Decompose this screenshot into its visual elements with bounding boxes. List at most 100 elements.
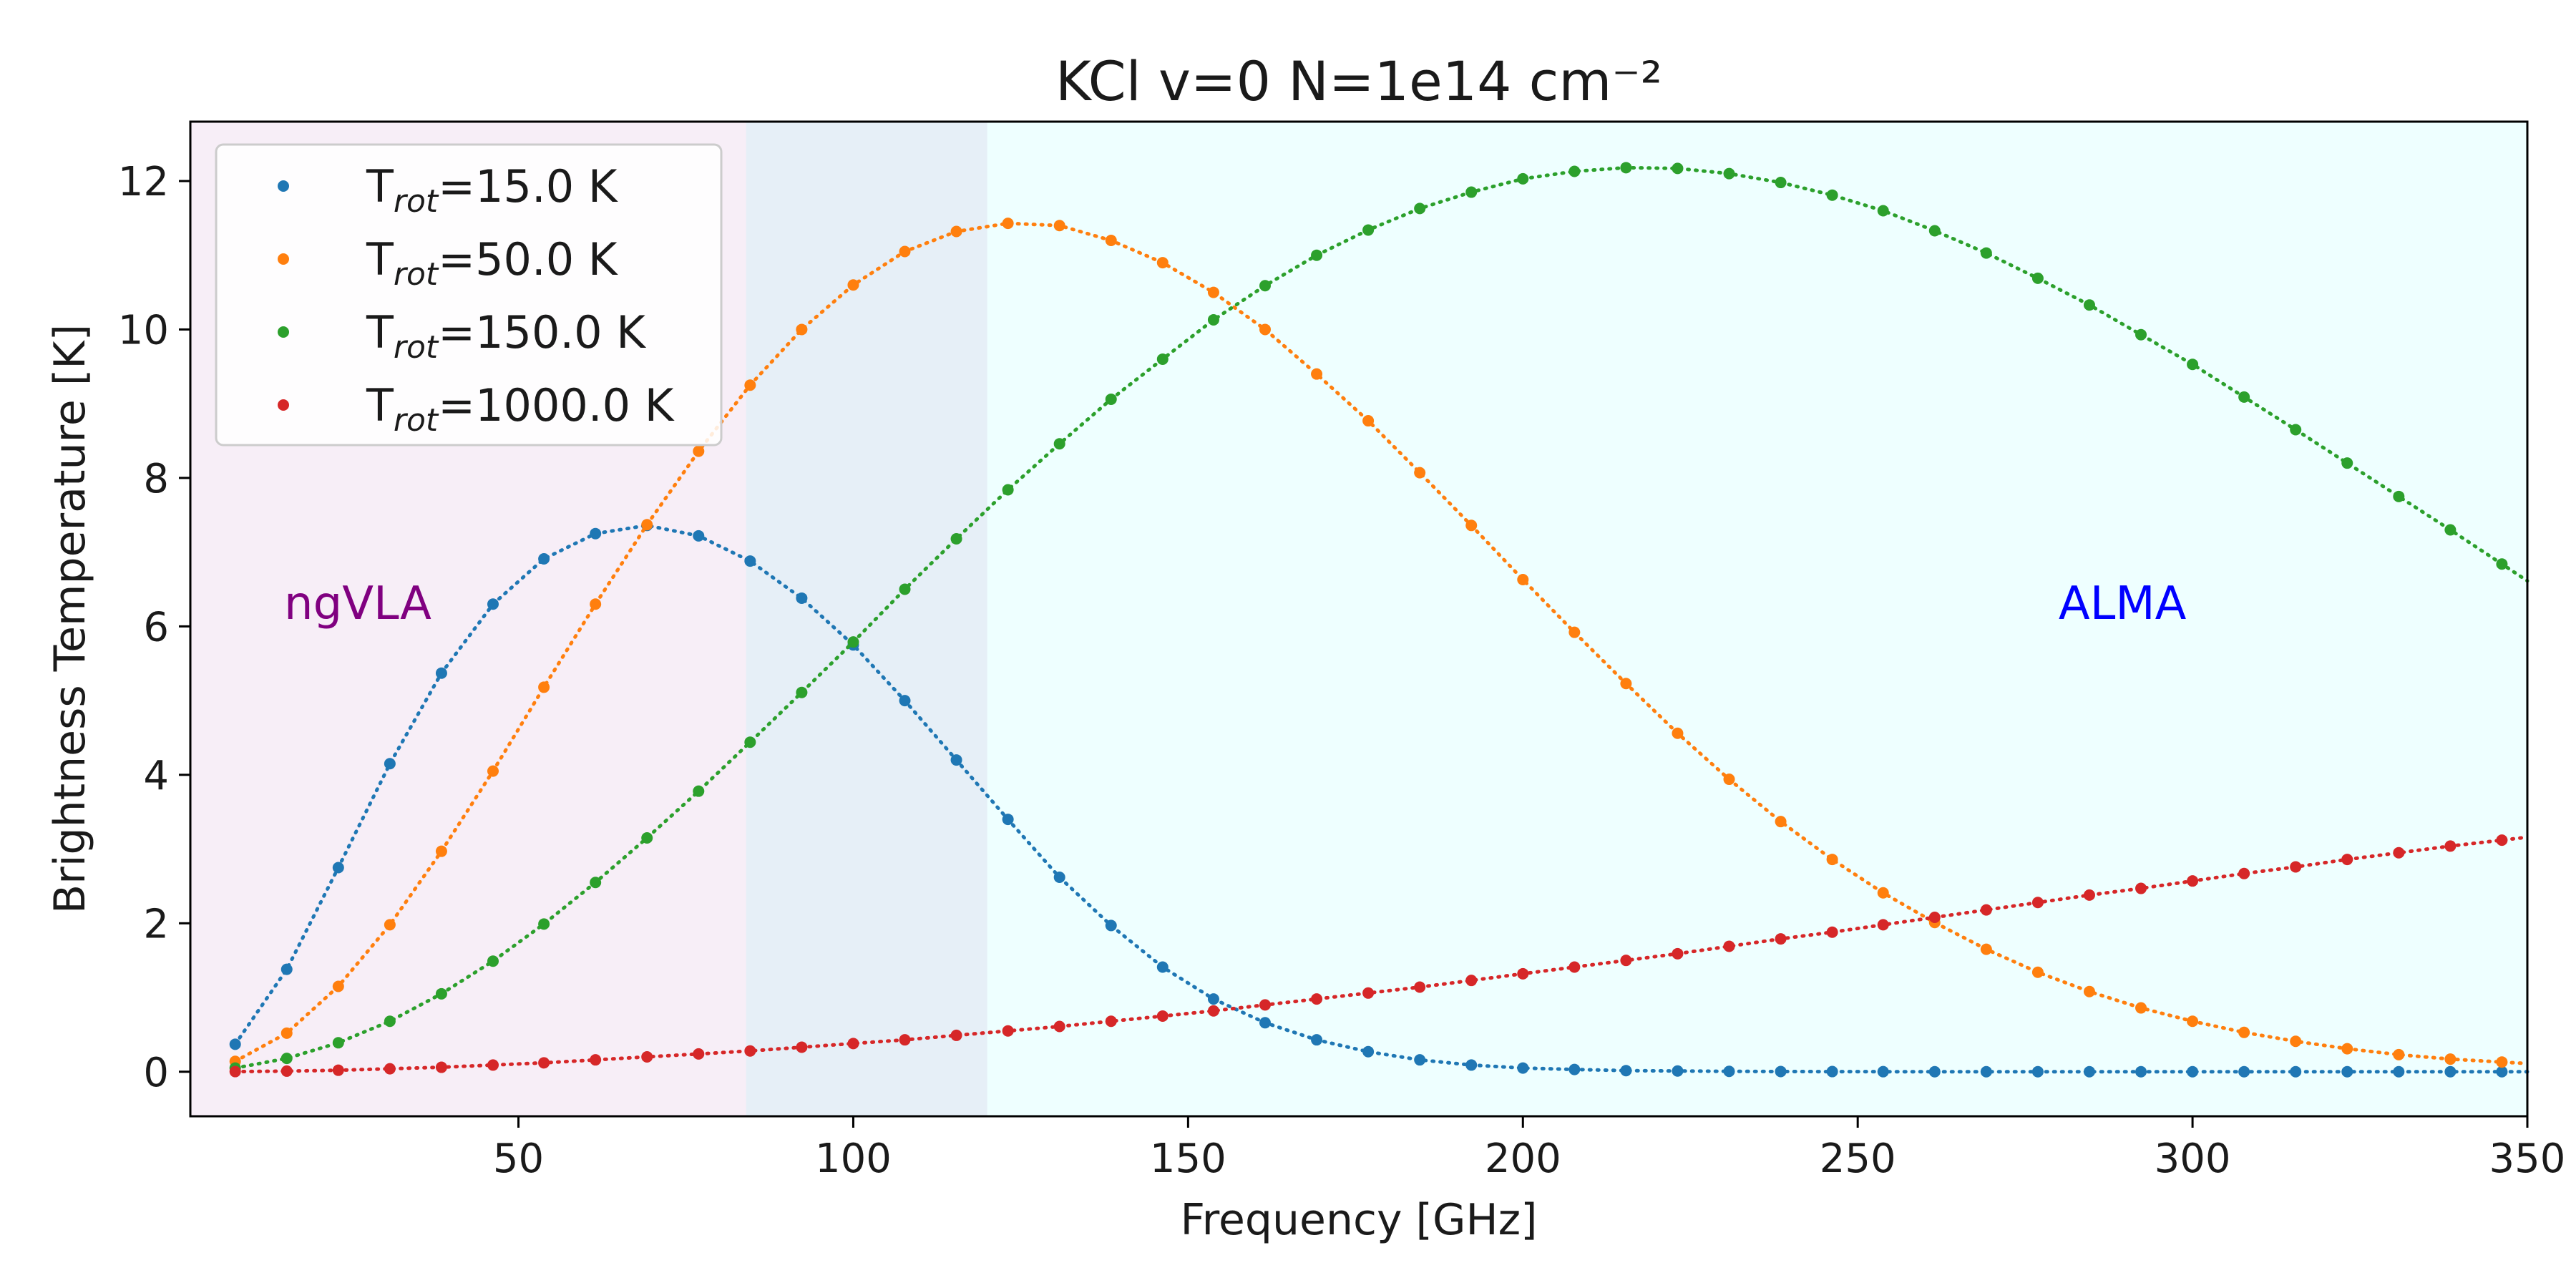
series-line-0: [233, 523, 2529, 1074]
data-point: [1362, 224, 1375, 236]
data-point: [1620, 678, 1632, 690]
data-point: [590, 527, 602, 540]
data-point: [899, 245, 911, 258]
data-point: [1156, 1010, 1169, 1022]
data-point: [1568, 1063, 1581, 1075]
data-point: [2238, 391, 2250, 403]
data-point: [384, 758, 396, 770]
data-point: [2444, 524, 2457, 536]
legend-marker: [278, 253, 289, 265]
data-point: [1002, 484, 1014, 496]
data-point: [1053, 871, 1065, 883]
data-point: [2083, 299, 2095, 311]
data-point: [1877, 919, 1889, 931]
data-point: [796, 686, 808, 698]
series-0: [229, 519, 2529, 1078]
x-axis-title: Frequency [GHz]: [1181, 1195, 1538, 1245]
data-point: [590, 877, 602, 889]
data-point: [487, 598, 499, 610]
data-point: [538, 1057, 550, 1069]
data-point: [1517, 574, 1529, 586]
data-point: [1207, 1005, 1219, 1017]
legend-item: Trot=15.0 K: [278, 160, 618, 220]
data-point: [2083, 889, 2095, 901]
data-point: [1414, 981, 1426, 993]
data-point: [229, 1038, 241, 1050]
data-point: [2031, 272, 2044, 284]
data-point: [1928, 1065, 1941, 1078]
data-point: [1672, 162, 1684, 175]
data-point: [1002, 814, 1014, 826]
data-point: [1980, 904, 1992, 916]
data-point: [2341, 1065, 2353, 1078]
data-point: [1053, 438, 1065, 450]
data-point: [950, 754, 962, 766]
x-tick-label: 100: [815, 1136, 892, 1182]
data-point: [2031, 966, 2044, 978]
data-point: [1775, 933, 1787, 945]
data-point: [641, 832, 653, 844]
legend-item: Trot=50.0 K: [278, 233, 618, 293]
data-point: [332, 862, 344, 874]
data-point: [2393, 847, 2405, 859]
series-line-2: [233, 165, 2529, 1070]
data-point: [847, 1038, 859, 1050]
legend: Trot=15.0 K Trot=50.0 K Trot=150.0 K Trot=1…: [215, 143, 723, 447]
y-tick-label: 10: [118, 307, 169, 353]
data-point: [1980, 943, 1992, 955]
data-point: [384, 1063, 396, 1075]
legend-box: [215, 143, 723, 447]
data-point: [1105, 1015, 1117, 1028]
data-point: [693, 785, 705, 797]
legend-item: Trot=150.0 K: [278, 306, 646, 366]
data-point: [744, 1045, 756, 1057]
data-point: [1826, 854, 1838, 866]
data-point: [1928, 912, 1941, 923]
data-point: [1105, 393, 1117, 405]
data-point: [1517, 172, 1529, 185]
data-point: [1620, 1065, 1632, 1077]
data-point: [1672, 947, 1684, 960]
data-point: [590, 598, 602, 610]
data-point: [693, 445, 705, 457]
data-point: [2496, 558, 2508, 570]
legend-item: Trot=1000.0 K: [278, 379, 675, 439]
data-point: [384, 1015, 396, 1028]
x-tick-label: 50: [493, 1136, 544, 1182]
data-point: [2496, 1065, 2508, 1078]
data-point: [1311, 249, 1323, 261]
data-point: [2238, 867, 2250, 879]
data-point: [1928, 225, 1941, 237]
legend-marker: [278, 326, 289, 338]
data-point: [1105, 234, 1117, 246]
data-point: [2187, 358, 2199, 371]
data-point: [332, 1037, 344, 1049]
data-point: [280, 1027, 293, 1039]
data-point: [332, 980, 344, 992]
data-point: [1362, 1045, 1375, 1058]
data-point: [1826, 926, 1838, 938]
data-point: [2393, 1048, 2405, 1060]
data-point: [435, 845, 447, 857]
data-point: [1568, 626, 1581, 638]
region-label-alma: ALMA: [2059, 577, 2187, 630]
data-point: [641, 519, 653, 531]
data-point: [1207, 286, 1219, 298]
data-point: [1980, 1065, 1992, 1078]
region-label-ngvla: ngVLA: [284, 577, 431, 630]
data-point: [1259, 999, 1271, 1011]
data-point: [1826, 189, 1838, 201]
data-point: [1465, 186, 1478, 198]
data-point: [1465, 975, 1478, 987]
data-point: [1362, 987, 1375, 999]
data-point: [693, 1048, 705, 1060]
data-point: [1414, 467, 1426, 479]
data-point: [1465, 519, 1478, 532]
data-point: [2496, 1056, 2508, 1068]
data-point: [950, 225, 962, 238]
data-point: [1568, 961, 1581, 973]
data-point: [1053, 1020, 1065, 1033]
data-point: [1259, 280, 1271, 292]
data-point: [1775, 1065, 1787, 1078]
